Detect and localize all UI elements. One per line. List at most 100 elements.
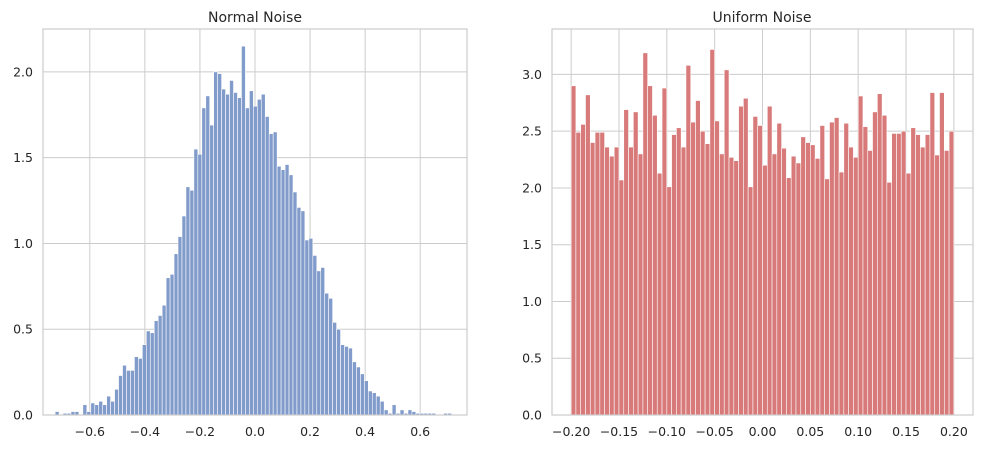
- uniform-noise-bar: [810, 144, 816, 416]
- uniform-noise-bar: [934, 154, 940, 416]
- uniform-noise-bar: [589, 142, 596, 416]
- normal-noise-bar: [371, 392, 377, 416]
- uniform-noise-bar: [857, 95, 864, 416]
- normal-noise-bar: [257, 99, 262, 416]
- normal-noise-x-tick-label: 0.4: [355, 424, 375, 439]
- uniform-noise-bar: [637, 153, 644, 416]
- uniform-noise-y-tick-label: 3.0: [522, 67, 542, 82]
- normal-noise-bar: [201, 107, 207, 416]
- normal-noise-bar: [379, 400, 385, 416]
- uniform-noise-bar: [666, 186, 672, 416]
- normal-noise-bar: [90, 402, 96, 416]
- normal-noise-bar: [157, 315, 163, 416]
- uniform-noise-bar: [618, 179, 625, 416]
- normal-noise-bar: [272, 131, 278, 416]
- normal-noise-bar: [181, 215, 187, 416]
- normal-noise-bar: [364, 380, 369, 416]
- uniform-noise-bar: [757, 125, 763, 416]
- uniform-noise-plot-area: [551, 28, 974, 416]
- uniform-noise-y-tick-label: 1.5: [522, 237, 542, 252]
- uniform-noise-y-tick-label: 2.5: [522, 124, 542, 139]
- uniform-noise-y-tick-label: 2.0: [522, 180, 542, 195]
- normal-noise-x-tick-label: 0.0: [245, 424, 265, 439]
- normal-noise-bar: [205, 95, 211, 416]
- normal-noise-bar: [308, 237, 314, 416]
- uniform-noise-bar: [623, 109, 629, 416]
- uniform-noise-bar: [647, 85, 653, 416]
- uniform-noise-bar: [752, 116, 759, 416]
- uniform-noise-bar: [915, 134, 921, 416]
- uniform-noise-bar: [867, 150, 873, 416]
- normal-noise-bar: [368, 390, 373, 416]
- uniform-noise-bar: [695, 100, 701, 416]
- uniform-noise-bar: [661, 87, 668, 416]
- normal-noise-bar: [189, 189, 195, 416]
- uniform-noise-bar: [905, 172, 912, 416]
- normal-noise-y-tick-label: 0.0: [13, 408, 33, 423]
- uniform-noise-x-tick-label: −0.15: [600, 424, 638, 439]
- normal-noise-y-tick-label: 0.5: [13, 322, 33, 337]
- uniform-noise-bar: [704, 143, 711, 416]
- uniform-noise-bar: [633, 111, 639, 416]
- normal-noise-bar: [118, 375, 123, 416]
- normal-noise-bar: [225, 93, 230, 416]
- uniform-noise-bar: [824, 178, 830, 416]
- normal-noise-bar: [209, 124, 215, 416]
- uniform-noise-x-tick-label: 0.05: [796, 424, 824, 439]
- normal-noise-bar: [169, 274, 175, 416]
- normal-noise-plot-area: [42, 28, 468, 416]
- uniform-noise-x-tick-label: 0.20: [940, 424, 968, 439]
- normal-noise-bar: [340, 344, 345, 416]
- uniform-noise-bar: [790, 155, 797, 416]
- normal-noise-bar: [142, 344, 147, 416]
- normal-noise-bar: [260, 93, 266, 416]
- uniform-noise-bar: [848, 146, 854, 416]
- uniform-noise-title: Uniform Noise: [713, 10, 812, 26]
- uniform-noise-bar: [853, 156, 859, 416]
- normal-noise-bar: [153, 320, 159, 416]
- normal-noise-bar: [407, 409, 413, 416]
- normal-noise-x-tick-label: 0.6: [410, 424, 430, 439]
- uniform-noise-bar: [771, 153, 778, 416]
- uniform-noise-bar: [776, 122, 782, 416]
- normal-noise-bar: [296, 207, 302, 416]
- uniform-noise-bar: [575, 132, 582, 416]
- normal-noise-bar: [268, 133, 274, 416]
- normal-noise-bar: [356, 366, 361, 416]
- uniform-noise-bar: [910, 127, 916, 416]
- uniform-noise-bar: [671, 134, 677, 416]
- uniform-noise-bar: [900, 130, 907, 416]
- normal-noise-y-tick-label: 1.5: [13, 150, 33, 165]
- uniform-noise-bar: [599, 132, 605, 416]
- uniform-noise-bar: [819, 125, 825, 416]
- normal-noise-bar: [284, 164, 290, 416]
- uniform-noise-bar: [676, 127, 682, 416]
- uniform-noise-bar: [948, 130, 955, 416]
- normal-noise-bar: [320, 267, 326, 416]
- normal-noise-bar: [292, 191, 298, 416]
- uniform-noise-bar: [570, 85, 577, 416]
- uniform-noise-bar: [609, 155, 615, 416]
- uniform-noise-bar: [929, 92, 936, 416]
- normal-noise-bar: [82, 404, 88, 416]
- normal-noise-bar: [94, 404, 100, 416]
- uniform-noise-bar: [833, 117, 840, 416]
- normal-noise-bar: [332, 322, 337, 416]
- uniform-noise-bar: [728, 156, 735, 416]
- normal-noise-bar: [280, 169, 286, 416]
- uniform-noise-bar: [747, 186, 754, 416]
- uniform-noise-bar: [766, 105, 773, 416]
- normal-noise-y-tick-label: 1.0: [13, 236, 33, 251]
- uniform-noise-y-tick-label: 1.0: [522, 294, 542, 309]
- uniform-noise-bar: [877, 93, 883, 416]
- uniform-noise-bar: [891, 133, 897, 416]
- normal-noise-bar: [217, 73, 222, 416]
- normal-noise-title: Normal Noise: [208, 10, 302, 26]
- uniform-noise-x-tick-label: 0.00: [749, 424, 777, 439]
- uniform-noise-bar: [862, 126, 869, 416]
- normal-noise-bar: [253, 105, 258, 416]
- normal-noise-bar: [316, 270, 322, 416]
- normal-noise-bar: [348, 347, 353, 416]
